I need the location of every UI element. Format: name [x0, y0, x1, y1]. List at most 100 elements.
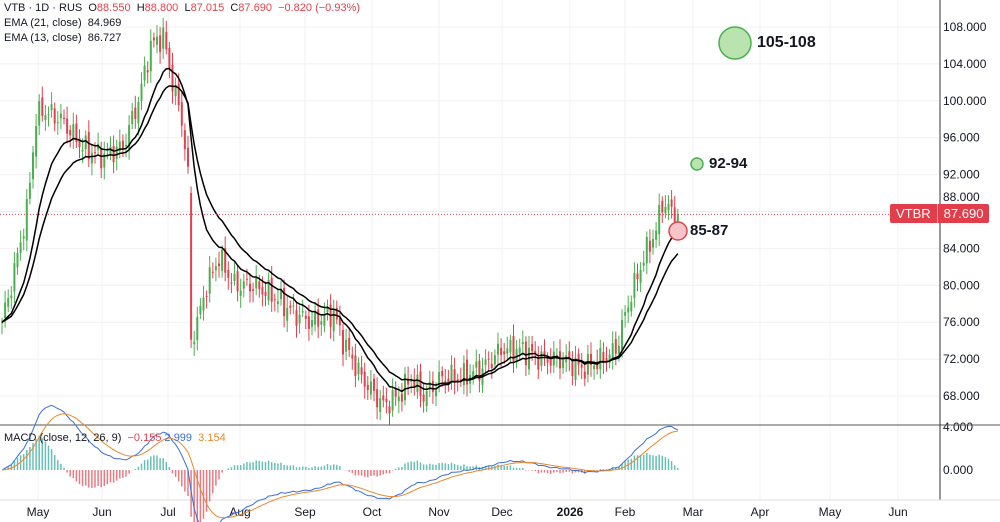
- candle-body: [125, 144, 127, 146]
- candle-body: [307, 316, 310, 329]
- candle-body: [537, 357, 540, 370]
- candle-body: [183, 130, 186, 150]
- candle-body: [156, 36, 158, 45]
- ema21-value: 84.969: [87, 17, 122, 29]
- candle-body: [617, 345, 620, 355]
- candle-body: [354, 355, 357, 377]
- candle-body: [599, 348, 602, 370]
- candle-body: [580, 364, 583, 368]
- ema13-label: EMA (13, close): [4, 32, 82, 44]
- ema21-line: [1, 85, 679, 386]
- ema13-line: [1, 67, 679, 393]
- y-tick-label: 80.000: [943, 278, 980, 292]
- candle-body: [264, 291, 267, 296]
- candle-body: [509, 339, 512, 353]
- candle-body: [642, 262, 645, 266]
- change-value: −0.820 (−0.93%): [278, 2, 361, 14]
- open-value: 88.550: [96, 2, 131, 14]
- x-tick-label: Mar: [683, 505, 704, 519]
- candle-body: [1, 322, 3, 324]
- candle-body: [320, 321, 323, 325]
- candle-body: [100, 148, 103, 169]
- candle-body: [360, 367, 363, 375]
- candle-body: [298, 314, 301, 324]
- candle-body: [239, 290, 242, 296]
- ema13-legend[interactable]: EMA (13, close) 86.727: [4, 32, 121, 45]
- candle-body: [286, 307, 289, 321]
- x-tick-label: Jun: [92, 505, 111, 519]
- candle-body: [149, 40, 152, 72]
- candle-body: [540, 351, 543, 366]
- macd-signal-value: 3.154: [198, 432, 226, 444]
- ema13-value: 86.727: [87, 32, 122, 44]
- candle-body: [652, 239, 654, 248]
- candle-body: [63, 117, 65, 119]
- candle-body: [593, 365, 596, 370]
- candle-body: [559, 351, 561, 369]
- candle-body: [338, 317, 341, 326]
- candle-body: [41, 97, 44, 116]
- y-tick-label: 96.000: [943, 131, 980, 145]
- candle-body: [568, 351, 571, 360]
- candle-body: [608, 354, 611, 363]
- low-value: 87.015: [190, 2, 225, 14]
- close-value: 87.690: [238, 2, 272, 14]
- candle-body: [87, 132, 90, 160]
- candle-body: [574, 357, 577, 381]
- candle-body: [500, 348, 503, 355]
- x-tick-label: Feb: [615, 505, 636, 519]
- y-tick-label: 68.000: [943, 389, 980, 403]
- candle-body: [280, 290, 282, 300]
- candle-body: [605, 357, 608, 363]
- x-tick-label: Nov: [428, 505, 449, 519]
- candle-body: [81, 149, 84, 152]
- y-tick-label: 92.000: [943, 168, 980, 182]
- target-label-3: 85-87: [690, 222, 729, 239]
- candle-body: [134, 107, 137, 120]
- candle-body: [72, 124, 75, 140]
- macd-hist-value: −0.155: [127, 432, 162, 444]
- candle-body: [506, 348, 509, 354]
- candle-body: [413, 379, 416, 388]
- macd-legend[interactable]: MACD (close, 12, 26, 9) −0.155 2.999 3.1…: [4, 432, 226, 445]
- candle-body: [90, 152, 93, 164]
- candle-body: [162, 27, 165, 49]
- candle-body: [292, 305, 295, 307]
- candle-body: [611, 343, 614, 359]
- candle-body: [655, 230, 658, 240]
- candle-body: [32, 152, 34, 180]
- candle-body: [422, 394, 425, 402]
- candle-body: [140, 83, 143, 101]
- ema21-legend[interactable]: EMA (21, close) 84.969: [4, 17, 121, 30]
- candle-body: [177, 83, 180, 106]
- candle-body: [211, 271, 214, 273]
- candle-body: [84, 135, 87, 150]
- candle-body: [252, 289, 255, 291]
- target-circle-105-108: [718, 26, 752, 60]
- candle-body: [146, 70, 149, 73]
- candle-body: [571, 359, 574, 377]
- candle-body: [627, 307, 630, 313]
- last-price-value: 87.690: [943, 206, 984, 221]
- candle-body: [205, 295, 208, 297]
- candle-body: [379, 398, 382, 412]
- x-tick-label: 2026: [557, 505, 584, 519]
- last-price-tag: VTBR 87.690: [890, 204, 990, 223]
- candle-body: [373, 378, 375, 391]
- y-tick-label: 76.000: [943, 315, 980, 329]
- candle-body: [351, 354, 354, 359]
- low-label: L: [184, 2, 191, 14]
- candle-body: [487, 358, 490, 360]
- candle-body: [214, 266, 217, 271]
- candle-body: [270, 277, 273, 302]
- candle-body: [450, 364, 453, 383]
- candle-body: [314, 311, 317, 325]
- candle-body: [648, 240, 651, 252]
- candle-body: [624, 311, 627, 316]
- candle-body: [118, 141, 121, 152]
- candle-body: [345, 339, 348, 352]
- candle-body: [521, 342, 524, 344]
- candle-body: [208, 267, 211, 294]
- candle-body: [577, 353, 580, 365]
